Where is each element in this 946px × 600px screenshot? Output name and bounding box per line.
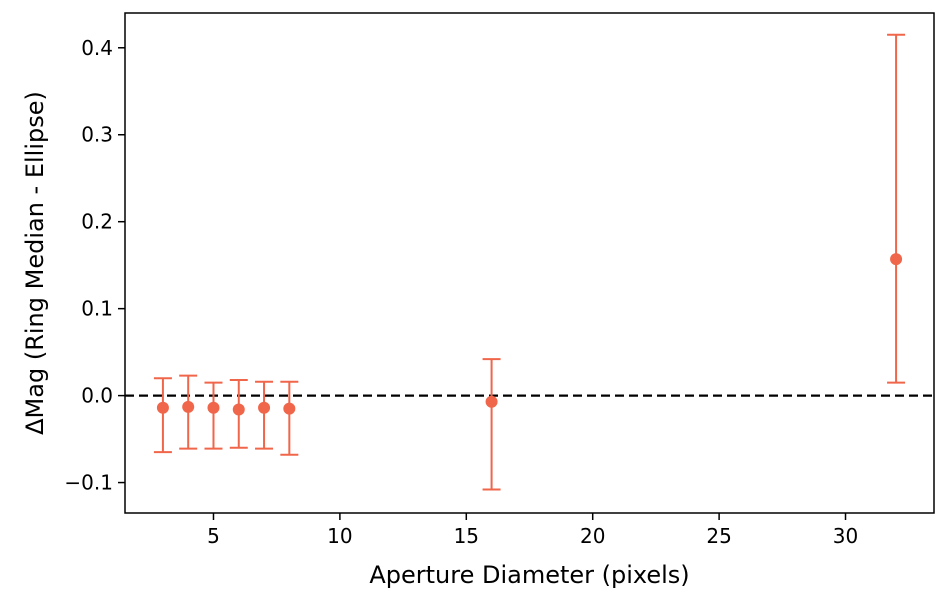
x-tick-label: 10 bbox=[327, 524, 352, 548]
data-point bbox=[153, 377, 172, 454]
plot-frame bbox=[124, 12, 935, 514]
y-tick-label: 0.0 bbox=[81, 384, 113, 408]
y-tick-label: 0.4 bbox=[81, 36, 113, 60]
y-tick-label: 0.2 bbox=[81, 210, 113, 234]
data-point bbox=[887, 33, 906, 384]
data-point bbox=[204, 381, 223, 450]
y-tick-label: −0.1 bbox=[64, 471, 113, 495]
x-axis-label: Aperture Diameter (pixels) bbox=[369, 561, 689, 589]
data-point bbox=[229, 378, 248, 449]
data-marker bbox=[283, 402, 296, 415]
plot-layer bbox=[125, 33, 934, 491]
x-axis: 5 10 15 20 25 30 bbox=[207, 513, 858, 548]
y-axis: −0.1 0.0 0.1 0.2 0.3 0.4 bbox=[64, 36, 125, 495]
x-tick-label: 20 bbox=[580, 524, 605, 548]
y-tick-label: 0.1 bbox=[81, 297, 113, 321]
x-tick-label: 5 bbox=[207, 524, 220, 548]
data-point bbox=[482, 358, 501, 491]
y-tick-label: 0.3 bbox=[81, 123, 113, 147]
data-marker bbox=[182, 400, 195, 413]
y-axis-label: ΔMag (Ring Median - Ellipse) bbox=[21, 91, 49, 435]
data-marker bbox=[485, 395, 498, 408]
x-tick-label: 30 bbox=[833, 524, 858, 548]
data-marker bbox=[232, 403, 245, 416]
data-marker bbox=[258, 401, 271, 414]
data-marker bbox=[890, 253, 903, 266]
data-point bbox=[179, 374, 198, 450]
data-marker bbox=[156, 401, 169, 414]
data-point bbox=[280, 380, 299, 456]
x-tick-label: 15 bbox=[454, 524, 479, 548]
x-tick-label: 25 bbox=[706, 524, 731, 548]
data-point bbox=[255, 380, 274, 450]
data-marker bbox=[207, 401, 220, 414]
